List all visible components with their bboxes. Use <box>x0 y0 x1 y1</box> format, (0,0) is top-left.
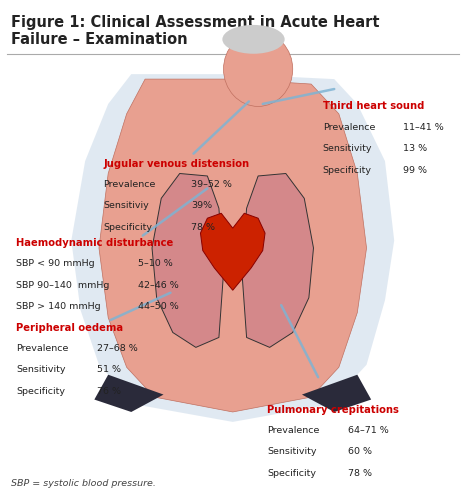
Text: 5–10 %: 5–10 % <box>138 260 173 269</box>
Text: 39–52 %: 39–52 % <box>191 180 232 189</box>
Text: Specificity: Specificity <box>267 468 316 477</box>
Text: 11–41 %: 11–41 % <box>403 123 444 132</box>
Text: 39%: 39% <box>191 201 212 210</box>
Text: Sensitivity: Sensitivity <box>267 447 317 456</box>
Text: Prevalence: Prevalence <box>267 426 320 435</box>
Text: Specificity: Specificity <box>323 165 372 174</box>
Text: SBP > 140 mmHg: SBP > 140 mmHg <box>16 302 100 311</box>
Text: 76 %: 76 % <box>97 387 121 396</box>
Text: 44–50 %: 44–50 % <box>138 302 179 311</box>
Text: 13 %: 13 % <box>403 144 428 153</box>
Text: Prevalence: Prevalence <box>16 344 68 353</box>
Text: 78 %: 78 % <box>191 222 215 231</box>
Circle shape <box>224 32 293 106</box>
Text: Pulmonary crepitations: Pulmonary crepitations <box>267 404 399 414</box>
Text: Prevalence: Prevalence <box>104 180 156 189</box>
Text: Specificity: Specificity <box>104 222 153 231</box>
Polygon shape <box>235 94 274 101</box>
Polygon shape <box>94 375 164 412</box>
Text: SBP = systolic blood pressure.: SBP = systolic blood pressure. <box>11 479 156 488</box>
Text: SBP 90–140  mmHg: SBP 90–140 mmHg <box>16 281 109 290</box>
Polygon shape <box>99 79 366 412</box>
Text: Sensitivity: Sensitivity <box>16 365 65 374</box>
Text: Jugular venous distension: Jugular venous distension <box>104 159 250 168</box>
Text: 42–46 %: 42–46 % <box>138 281 179 290</box>
Polygon shape <box>201 213 265 290</box>
Text: Figure 1: Clinical Assessment in Acute Heart
Failure – Examination: Figure 1: Clinical Assessment in Acute H… <box>11 15 380 47</box>
Text: Haemodynamic disturbance: Haemodynamic disturbance <box>16 238 173 248</box>
Polygon shape <box>302 375 371 412</box>
Text: 60 %: 60 % <box>348 447 372 456</box>
Text: Prevalence: Prevalence <box>323 123 375 132</box>
Text: 78 %: 78 % <box>348 468 372 477</box>
Text: 99 %: 99 % <box>403 165 428 174</box>
Polygon shape <box>71 74 394 422</box>
Polygon shape <box>242 173 313 347</box>
Text: 51 %: 51 % <box>97 365 121 374</box>
Text: 64–71 %: 64–71 % <box>348 426 389 435</box>
Text: Third heart sound: Third heart sound <box>323 101 424 111</box>
Text: SBP < 90 mmHg: SBP < 90 mmHg <box>16 260 94 269</box>
Ellipse shape <box>222 25 285 54</box>
Text: 27–68 %: 27–68 % <box>97 344 137 353</box>
Text: Sensitiviy: Sensitiviy <box>104 201 149 210</box>
Text: Specificity: Specificity <box>16 387 65 396</box>
Text: Sensitivity: Sensitivity <box>323 144 372 153</box>
Text: Peripheral oedema: Peripheral oedema <box>16 323 123 333</box>
Polygon shape <box>152 173 224 347</box>
